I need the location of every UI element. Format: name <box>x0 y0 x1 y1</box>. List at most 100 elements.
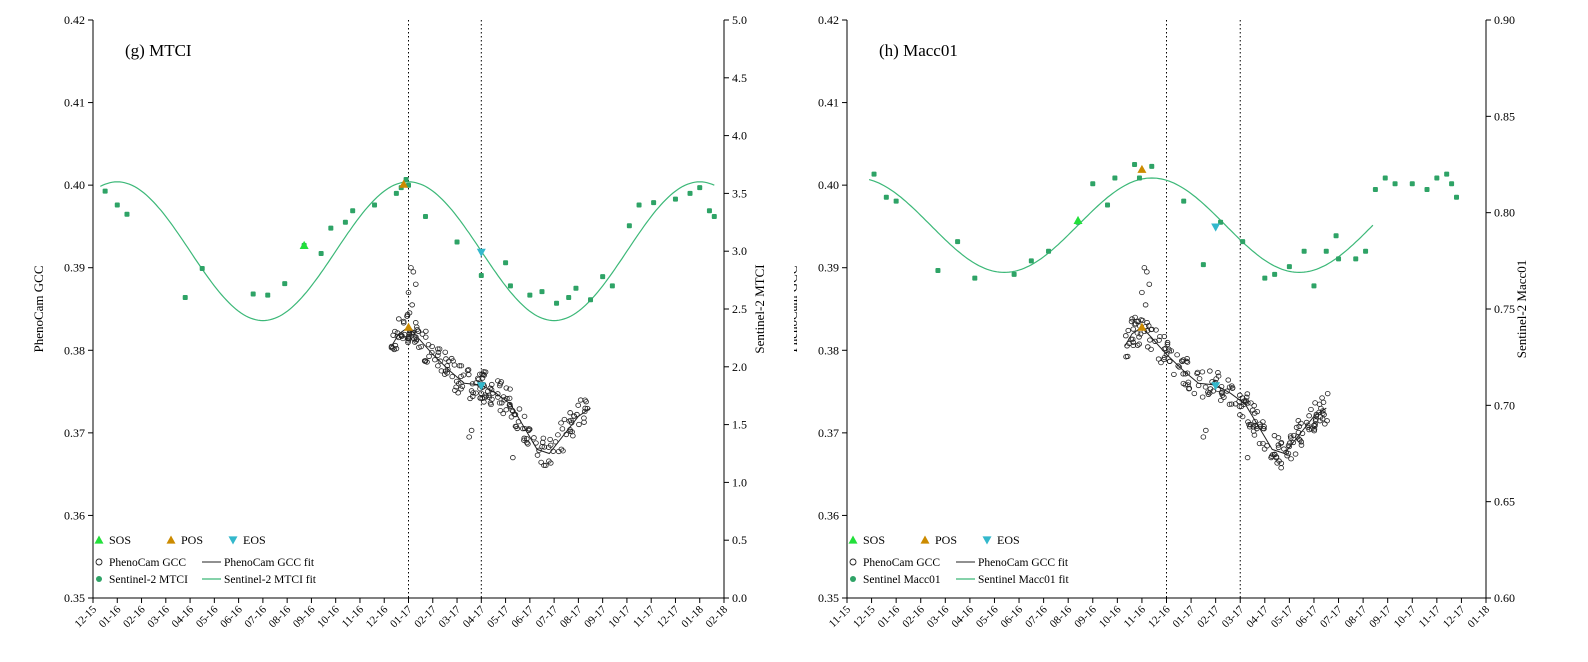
chart-panel-mtci: 0.35 0.36 0.37 0.38 0.39 0.40 0.41 0.42 0.0 0.5 1.… <box>31 13 767 630</box>
s2-data-point <box>342 219 348 225</box>
gcc-data-point <box>1136 341 1143 347</box>
s2-data-point <box>1333 233 1339 239</box>
gcc-data-point <box>1218 397 1224 404</box>
gcc-data-point <box>412 281 419 287</box>
gcc-data-point <box>1141 265 1148 271</box>
gcc-data-point <box>1209 379 1215 385</box>
gcc-data-point <box>1191 390 1198 397</box>
y-tick-label: 0.36 <box>64 508 85 522</box>
gcc-data-point <box>1260 440 1266 447</box>
gcc-data-point <box>1195 382 1202 389</box>
gcc-data-point <box>559 426 566 432</box>
gcc-data-point <box>1261 423 1267 430</box>
y-axis-label: PhenoCam GCC <box>794 265 800 352</box>
s2-data-point <box>503 260 509 266</box>
gcc-data-point <box>465 372 472 378</box>
gcc-data-point <box>426 353 432 359</box>
gcc-data-point <box>1238 403 1245 410</box>
legend-gcc-label: PhenoCam GCC <box>109 557 186 569</box>
x-tick-label: 04-16 <box>170 603 197 630</box>
y2-axis-label: Sentinel-2 MTCI <box>752 264 767 353</box>
x-tick-label: 07-17 <box>1318 603 1345 630</box>
s2-data-point <box>1424 187 1430 193</box>
gcc-data-point <box>1163 351 1170 357</box>
gcc-data-point <box>571 413 577 419</box>
gcc-data-point <box>488 381 495 388</box>
legend-sos-label: SOS <box>863 533 885 547</box>
y-tick-label: 0.37 <box>64 426 85 440</box>
gcc-data-point <box>1287 433 1294 439</box>
s2-data-point <box>199 266 205 272</box>
x-tick-label: 02-16 <box>121 603 148 630</box>
s2-data-point <box>1262 275 1268 281</box>
s2-data-point <box>1028 258 1034 264</box>
gcc-data-point <box>481 372 488 378</box>
gcc-data-point <box>421 358 428 364</box>
gcc-data-point <box>1205 391 1212 397</box>
gcc-data-point <box>395 316 402 322</box>
gcc-data-point <box>435 349 442 355</box>
s2-data-point <box>318 251 324 257</box>
x-tick-label: 04-17 <box>461 603 488 630</box>
x-tick-label: 08-16 <box>1048 603 1075 630</box>
gcc-data-point <box>412 320 419 326</box>
gcc-data-point <box>1285 442 1292 448</box>
gcc-data-point <box>1239 395 1246 401</box>
gcc-data-point <box>419 331 426 337</box>
gcc-data-point <box>442 349 449 355</box>
gcc-data-point <box>524 440 530 446</box>
x-tick-label: 06-16 <box>218 603 245 630</box>
s2-data-point <box>393 190 399 196</box>
gcc-data-point <box>1139 289 1145 296</box>
gcc-data-point <box>444 370 450 376</box>
gcc-data-point <box>1242 399 1249 405</box>
gcc-data-point <box>496 400 503 406</box>
gcc-data-point <box>568 420 575 426</box>
gcc-data-point <box>1146 281 1153 287</box>
gcc-data-point <box>534 452 541 458</box>
s2-data-point <box>955 239 961 245</box>
s2-data-point <box>687 190 693 196</box>
x-tick-label: 06-17 <box>509 603 536 630</box>
gcc-data-point <box>444 363 450 369</box>
s2-data-point <box>1112 175 1118 181</box>
s2-data-point <box>1323 248 1329 254</box>
y2-tick-label: 2.5 <box>732 302 747 316</box>
s2-data-point <box>588 297 594 303</box>
s2-data-point <box>527 292 533 298</box>
x-tick-label: 11-16 <box>340 603 367 630</box>
y2-tick-label: 3.5 <box>732 186 747 200</box>
legend-gcc-fit-label: PhenoCam GCC fit <box>224 557 315 569</box>
gcc-data-point <box>1298 439 1305 445</box>
y2-axis-label: Sentinel-2 Macc01 <box>1514 260 1529 359</box>
gcc-data-point <box>429 343 435 350</box>
gcc-data-point <box>1128 318 1135 325</box>
gcc-data-point <box>1171 371 1177 378</box>
s2-data-point <box>651 200 657 206</box>
s2-data-point <box>403 177 409 183</box>
y2-tick-label: 4.0 <box>732 129 747 143</box>
gcc-data-point <box>422 334 429 340</box>
gcc-data-point <box>468 427 475 433</box>
y2-tick-label: 0.80 <box>1494 206 1515 220</box>
gcc-data-point <box>1308 406 1314 413</box>
gcc-data-point <box>1157 333 1163 340</box>
gcc-data-point <box>1215 370 1221 376</box>
s2-fit-line <box>100 181 715 322</box>
gcc-data-point <box>1251 403 1257 409</box>
gcc-data-point <box>465 367 472 373</box>
gcc-data-point <box>515 419 522 425</box>
x-tick-label: 09-16 <box>1072 603 1099 630</box>
gcc-data-point <box>1248 400 1254 406</box>
s2-data-point <box>372 202 378 208</box>
gcc-data-point <box>475 375 481 381</box>
gcc-data-point <box>1317 418 1323 424</box>
gcc-data-point <box>409 302 415 308</box>
gcc-data-point <box>1180 371 1187 377</box>
gcc-data-point <box>498 379 505 385</box>
gcc-data-point <box>512 412 519 418</box>
s2-data-point <box>1011 271 1017 277</box>
x-tick-label: 10-16 <box>315 603 342 630</box>
gcc-data-point <box>516 406 523 412</box>
pos-marker <box>1137 164 1147 173</box>
